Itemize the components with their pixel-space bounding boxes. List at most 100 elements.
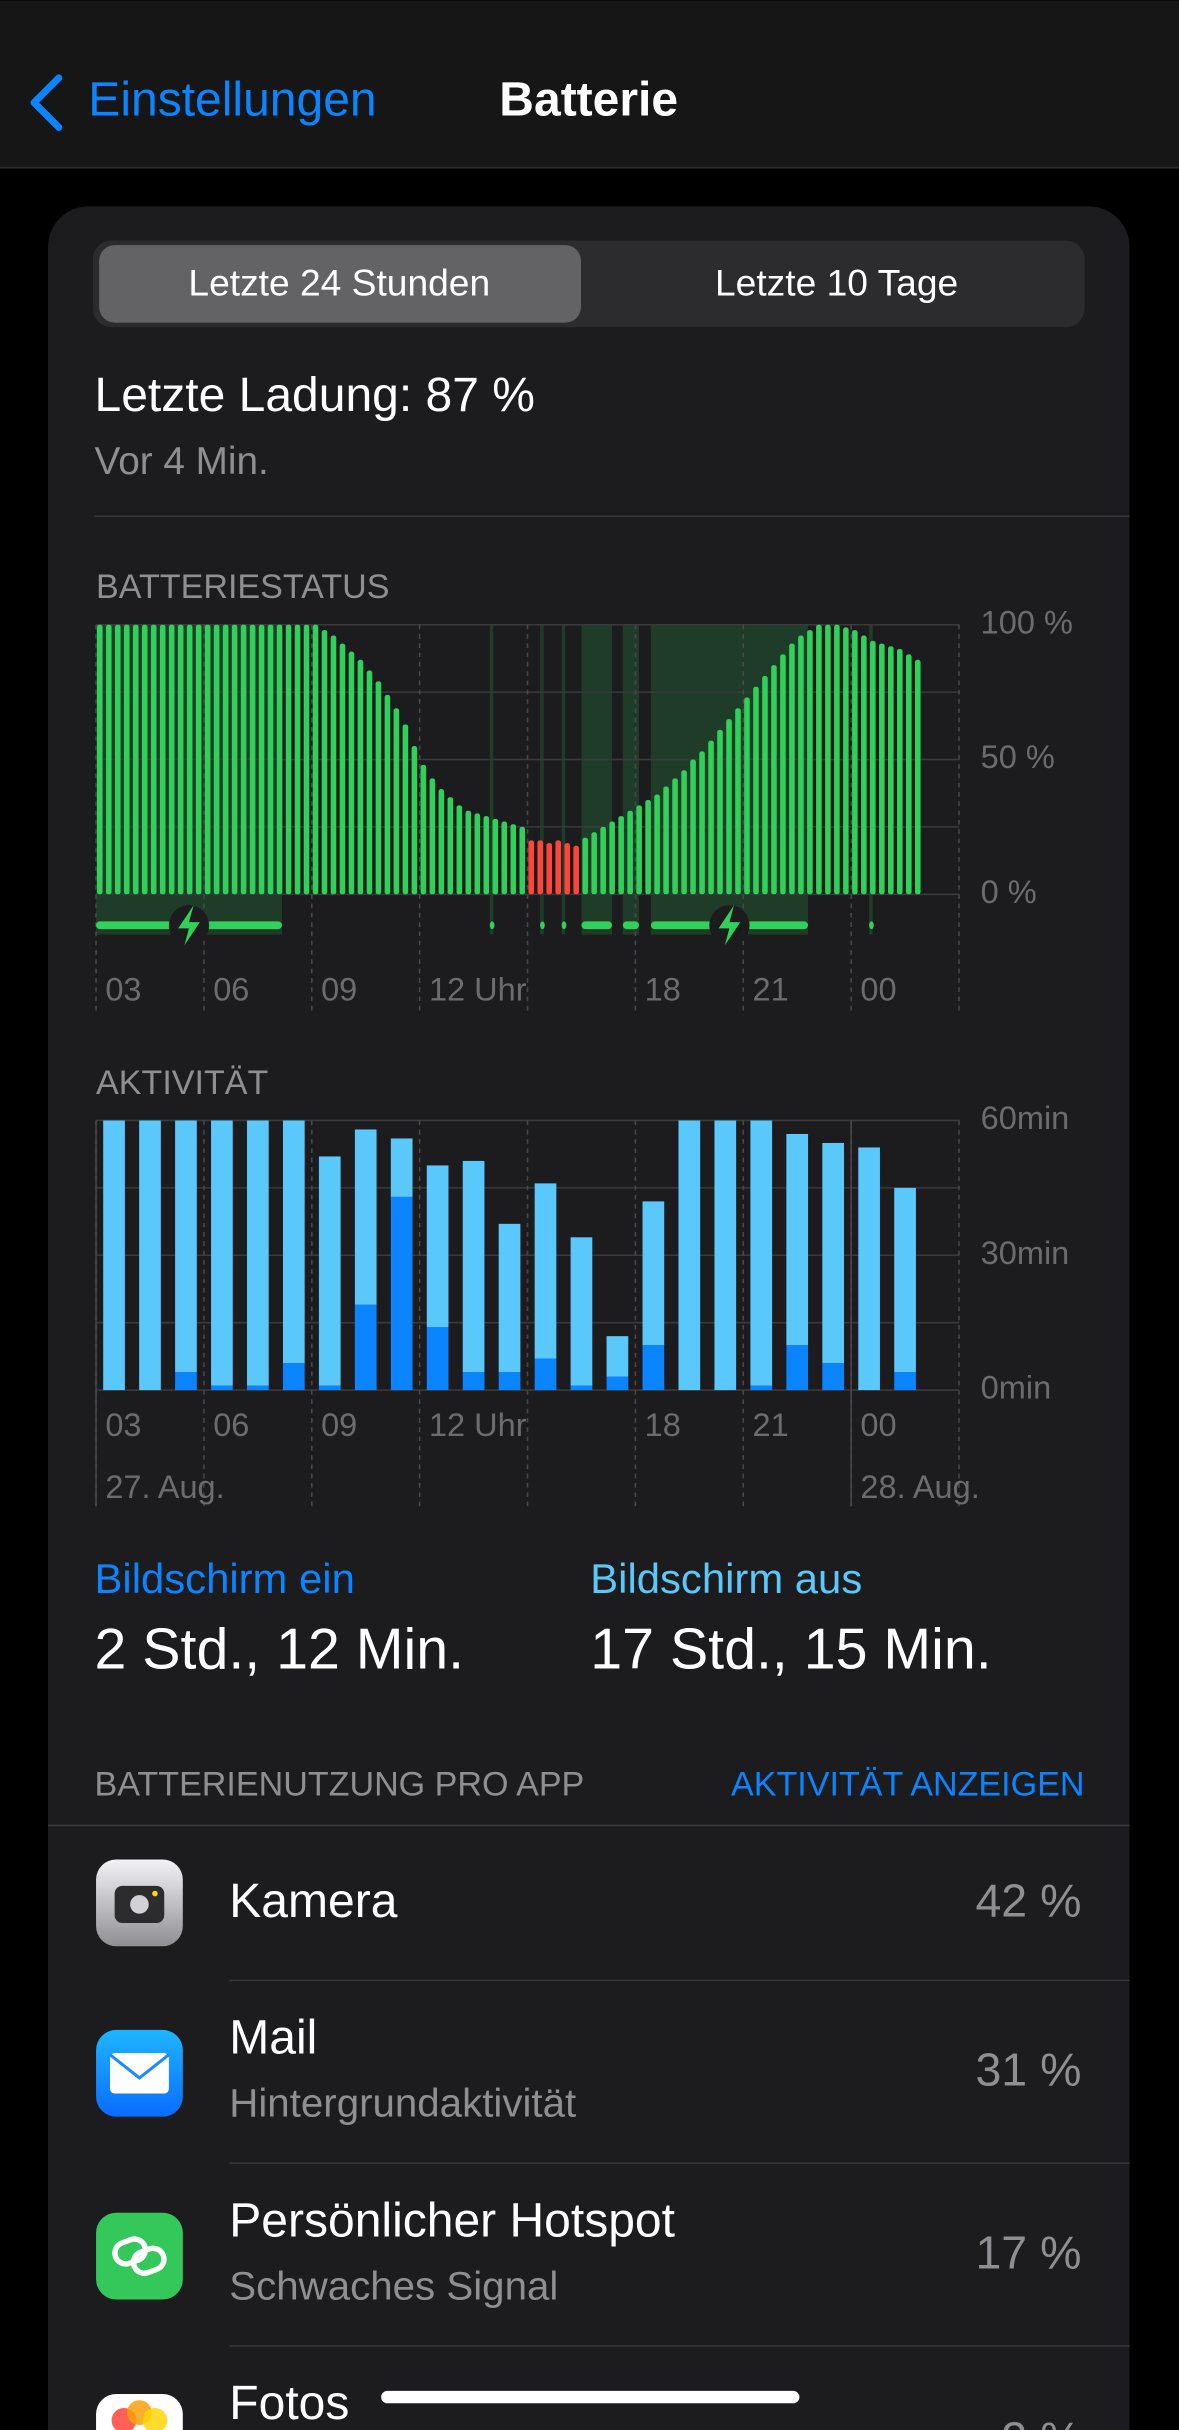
x-tick-label: 21	[753, 971, 789, 1007]
app-percent: 42 %	[975, 1875, 1081, 1927]
charging-bar	[581, 921, 613, 930]
activity-bar	[822, 1363, 845, 1391]
battery-bar	[411, 746, 418, 895]
activity-bar	[858, 1147, 880, 1391]
camera-lens	[127, 1892, 152, 1917]
activity-bar	[786, 1133, 809, 1346]
app-percent: 17 %	[975, 2226, 1081, 2278]
x-tick-label: 12 Uhr	[429, 971, 527, 1007]
battery-bar	[276, 624, 283, 895]
activity-bar	[318, 1156, 341, 1386]
battery-bar	[528, 840, 535, 895]
show-activity[interactable]: AKTIVITÄT ANZEIGEN	[731, 1766, 1084, 1804]
y-tick-label: 60min	[981, 1100, 1070, 1136]
charging-shade	[489, 624, 494, 935]
segment[interactable]: Letzte 10 Tage	[715, 261, 958, 303]
app-name[interactable]: Kamera	[229, 1875, 397, 1928]
app-name[interactable]: Mail	[229, 2011, 317, 2064]
screen-time: 17 Std., 15 Min.	[590, 1618, 991, 1682]
battery-bar	[267, 624, 274, 895]
activity-bar	[786, 1345, 809, 1391]
battery-bar	[591, 832, 597, 895]
app-name[interactable]: Fotos	[229, 2377, 349, 2430]
battery-bar	[510, 824, 517, 895]
activity-bar	[139, 1120, 161, 1391]
segment-selected[interactable]	[99, 245, 581, 323]
battery-bar	[195, 624, 202, 895]
activity-bar	[354, 1129, 377, 1305]
battery-bar	[861, 635, 867, 895]
battery-bar	[447, 797, 454, 895]
charging-bar	[489, 921, 495, 930]
battery-bar	[159, 624, 166, 895]
home-indicator[interactable]	[381, 2390, 800, 2404]
battery-bar	[375, 681, 382, 895]
battery-bar	[186, 624, 193, 895]
camera-dot	[152, 1890, 158, 1897]
battery-bar	[231, 624, 238, 895]
last-charge: Letzte Ladung: 87 %	[95, 369, 536, 422]
battery-bar	[456, 805, 463, 895]
x-tick-label: 06	[213, 1407, 249, 1443]
activity-bar	[426, 1165, 449, 1328]
battery-bar	[240, 624, 247, 895]
battery-bar	[366, 670, 373, 895]
charging-bar	[540, 921, 545, 930]
battery-bar	[726, 719, 732, 895]
activity-bar	[175, 1120, 197, 1373]
activity-bar	[606, 1336, 629, 1377]
activity-bar	[247, 1385, 269, 1391]
charging-shade	[561, 624, 566, 935]
activity-bar	[750, 1120, 773, 1386]
battery-bar	[546, 843, 553, 895]
battery-bar	[312, 624, 319, 895]
battery-bar	[501, 821, 508, 895]
battery-bar	[654, 794, 660, 895]
battery-bar	[519, 826, 526, 895]
battery-bar	[609, 821, 615, 895]
battery-bar	[888, 646, 894, 895]
app-name[interactable]: Persönlicher Hotspot	[229, 2194, 675, 2247]
battery-bar	[789, 643, 795, 895]
nav-bar	[0, 0, 1179, 168]
activity-bar	[282, 1120, 305, 1364]
charging-bolt	[718, 905, 741, 946]
battery-bar	[762, 675, 768, 895]
activity-bar	[894, 1372, 916, 1391]
battery-bar	[672, 778, 678, 895]
y-tick-label: 0 %	[981, 874, 1037, 910]
battery-bar	[780, 654, 786, 895]
activity-bar	[462, 1160, 485, 1373]
battery-bar	[744, 697, 750, 895]
battery-bar	[735, 708, 741, 895]
battery-bar	[807, 630, 813, 895]
battery-bar	[771, 665, 777, 895]
battery-bar	[483, 816, 490, 895]
back-chevron[interactable]	[30, 74, 63, 131]
activity-bar	[642, 1345, 665, 1391]
battery-bar	[330, 635, 337, 895]
battery-bar	[285, 624, 292, 895]
last-charge-time: Vor 4 Min.	[95, 440, 269, 483]
battery-bar	[897, 648, 903, 895]
activity-bar	[390, 1138, 413, 1197]
battery-bar	[825, 624, 831, 895]
back-button[interactable]: Einstellungen	[88, 73, 376, 126]
battery-bar	[645, 799, 651, 895]
segment[interactable]: Letzte 24 Stunden	[188, 261, 490, 303]
battery-bar	[834, 624, 840, 895]
y-tick-label: 50 %	[981, 739, 1055, 775]
battery-bar	[492, 818, 499, 895]
battery-bar	[96, 624, 103, 895]
battery-bar	[816, 624, 822, 895]
x-tick-label: 09	[321, 1407, 357, 1443]
date-label: 27. Aug.	[105, 1469, 224, 1505]
section-title: BATTERIENUTZUNG PRO APP	[95, 1766, 585, 1804]
x-tick-label: 00	[860, 1407, 896, 1443]
y-tick-label: 0min	[981, 1370, 1051, 1406]
battery-bar	[573, 845, 579, 895]
charging-shade	[540, 624, 544, 935]
battery-bar	[879, 643, 885, 895]
charging-bar	[561, 921, 567, 930]
